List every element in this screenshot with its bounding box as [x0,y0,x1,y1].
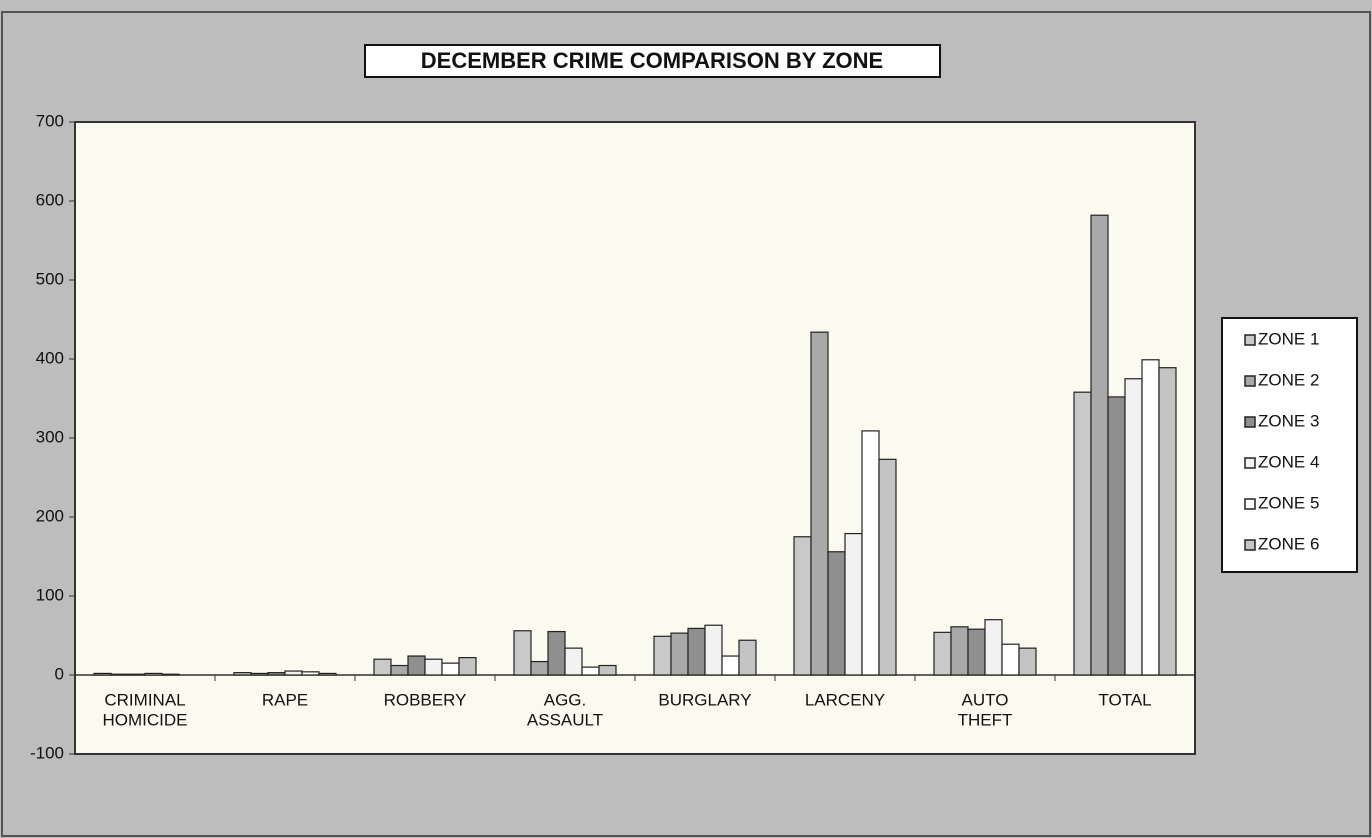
bar [250,672,269,676]
x-tick-label: ASSAULT [527,710,603,729]
x-tick-label: LARCENY [805,690,885,709]
bar [933,631,952,676]
bar [653,635,672,676]
bar [373,658,392,676]
bar [407,655,426,676]
bar [547,630,566,676]
bar [844,532,863,676]
bar [1018,647,1037,676]
x-tick-label: BURGLARY [658,690,751,709]
legend-swatch [1244,416,1256,428]
bar [284,670,303,676]
legend-box [1221,317,1358,573]
bar [1090,214,1109,676]
bar [144,672,163,676]
bar [950,626,969,676]
legend-label: ZONE 6 [1258,534,1319,553]
bar [441,662,460,676]
legend-swatch [1244,457,1256,469]
x-tick-label: RAPE [262,690,308,709]
legend-swatch [1244,334,1256,346]
bar [793,536,812,676]
bar [1107,396,1126,676]
bar [161,673,180,676]
bar [513,630,532,676]
legend-label: ZONE 1 [1258,329,1319,348]
bar [738,639,757,676]
y-tick-label: 400 [36,348,64,367]
x-tick-label: HOMICIDE [103,710,188,729]
bar [687,627,706,676]
bar [127,673,146,676]
x-tick-label: AGG. [544,690,587,709]
bar [301,671,320,676]
frame [1,11,1371,837]
bar [861,430,880,676]
chart-title: DECEMBER CRIME COMPARISON BY ZONE [421,48,883,73]
legend-label: ZONE 2 [1258,370,1319,389]
bar [530,660,549,676]
x-tick-label: THEFT [958,710,1013,729]
y-tick-label: 100 [36,585,64,604]
y-tick-label: 300 [36,427,64,446]
x-tick-label: AUTO [962,690,1009,709]
bar [1124,378,1143,676]
legend-label: ZONE 5 [1258,493,1319,512]
bar [670,632,689,676]
y-tick-label: 500 [36,269,64,288]
bar [598,664,617,676]
bar [984,619,1003,676]
x-tick-label: CRIMINAL [104,690,185,709]
x-tick-label: ROBBERY [384,690,467,709]
bar [110,673,129,676]
bar [1158,367,1177,676]
y-tick-label: 200 [36,506,64,525]
bar [564,647,583,676]
bar [581,666,600,676]
legend-label: ZONE 3 [1258,411,1319,430]
bar [267,672,286,676]
bar [1001,643,1020,676]
bar [233,672,252,676]
bar [721,655,740,676]
bar [458,657,477,676]
y-tick-label: -100 [30,743,64,762]
bar [93,672,112,676]
bar [424,658,443,676]
y-tick-label: 700 [36,111,64,130]
bar [1141,359,1160,676]
x-tick-label: TOTAL [1098,690,1151,709]
title-box [364,44,941,78]
bar [827,551,846,676]
y-tick-label: 600 [36,190,64,209]
bar [878,458,897,676]
bar [390,664,409,676]
legend-label: ZONE 4 [1258,452,1319,471]
legend-swatch [1244,539,1256,551]
bar [704,624,723,676]
bar [1073,391,1092,676]
bar [810,331,829,676]
bar [318,672,337,676]
y-tick-label: 0 [55,664,64,683]
bar [967,628,986,676]
legend-swatch [1244,375,1256,387]
legend-swatch [1244,498,1256,510]
